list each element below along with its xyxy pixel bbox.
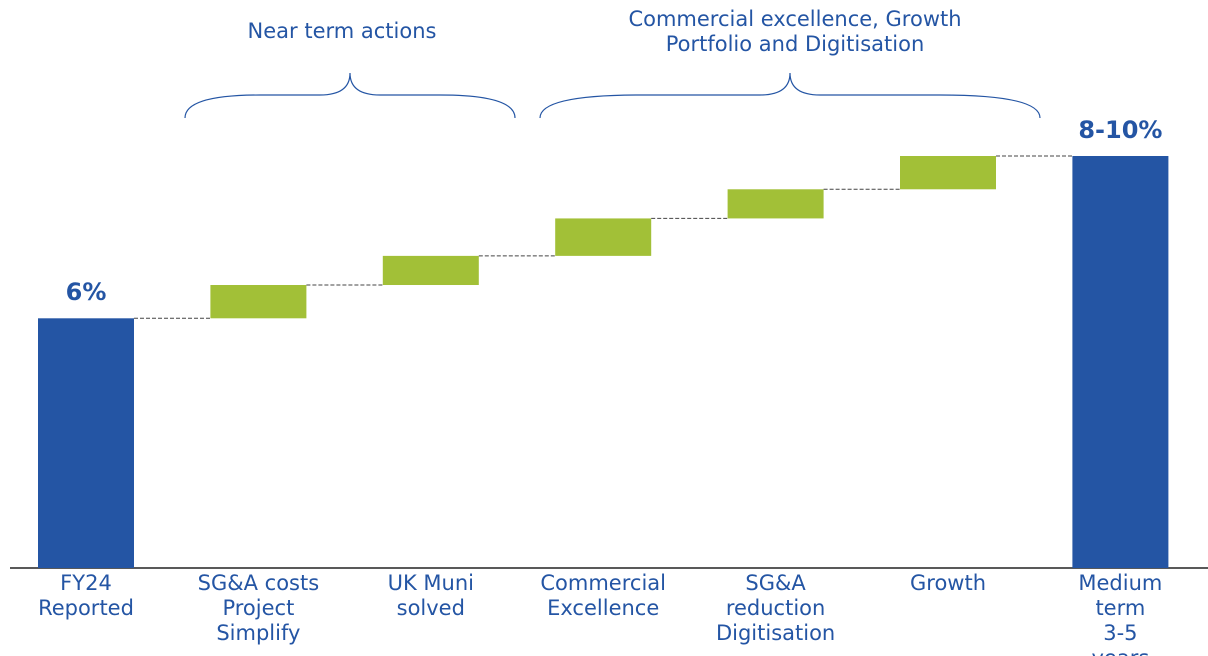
bar	[1072, 156, 1169, 568]
annotation: Near term actions	[247, 19, 437, 43]
bar	[38, 318, 134, 568]
x-tick-label: Medium term 3-5 years	[1078, 571, 1163, 656]
x-tick-label: SG&A reduction Digitisation	[715, 571, 836, 645]
x-tick-label: UK Muni solved	[387, 571, 474, 620]
annotation: Commercial excellence, Growth Portfolio …	[628, 7, 962, 56]
x-tick-label: Commercial Excellence	[540, 571, 666, 620]
bar	[555, 218, 652, 256]
bar	[382, 255, 479, 286]
value-label: 8-10%	[1078, 116, 1163, 144]
bar	[900, 156, 996, 190]
x-tick-label: FY24 Reported	[38, 571, 134, 620]
bar	[210, 285, 307, 319]
brace	[539, 72, 1041, 119]
bar	[727, 189, 824, 219]
value-label: 6%	[65, 278, 107, 307]
brace	[184, 72, 516, 119]
x-tick-label: SG&A costs Project Simplify	[197, 571, 320, 645]
x-tick-label: Growth	[909, 571, 987, 595]
